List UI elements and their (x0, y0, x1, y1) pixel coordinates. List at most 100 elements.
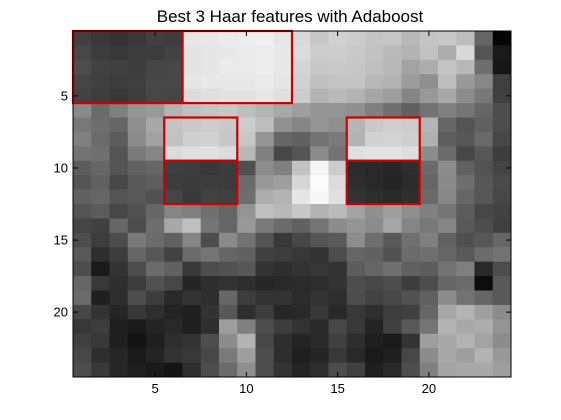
heatmap-cell (474, 88, 494, 104)
heatmap-cell (474, 160, 494, 176)
heatmap-cell (438, 189, 457, 205)
heatmap-cell (292, 247, 311, 263)
heatmap-cell (383, 290, 402, 306)
heatmap-cell (273, 175, 293, 190)
heatmap-cell (383, 117, 402, 133)
heatmap-cell (383, 59, 402, 75)
heatmap-cell (328, 146, 348, 162)
haar-feature-rect (345, 159, 421, 206)
heatmap-cell (438, 218, 457, 234)
heatmap-cell (292, 304, 311, 320)
heatmap-cell (109, 362, 129, 378)
heatmap-cell (164, 304, 183, 320)
heatmap-cell (365, 276, 384, 291)
heatmap-cell (219, 146, 238, 162)
heatmap-cell (146, 146, 165, 162)
heatmap-cell (492, 117, 512, 133)
heatmap-cell (200, 348, 220, 363)
heatmap-cell (182, 276, 202, 291)
heatmap-cell (474, 276, 494, 291)
heatmap-cell (401, 31, 421, 46)
axes-frame (72, 30, 512, 378)
heatmap-cell (273, 276, 293, 291)
heatmap-cell (492, 333, 512, 349)
heatmap-cell (419, 290, 439, 306)
heatmap-cell (200, 333, 220, 349)
heatmap-cell (146, 160, 165, 176)
heatmap-cell (219, 31, 238, 46)
heatmap-cell (456, 103, 475, 118)
heatmap-cell (456, 218, 475, 234)
heatmap-cell (109, 218, 129, 234)
heatmap-cell (273, 45, 293, 61)
heatmap-cell (219, 218, 238, 234)
heatmap-cell (492, 276, 512, 291)
heatmap-cells (73, 31, 512, 378)
heatmap-cell (182, 261, 202, 277)
heatmap-cell (365, 160, 384, 176)
heatmap-cell (401, 59, 421, 75)
heatmap-cell (127, 276, 147, 291)
heatmap-cell (109, 261, 129, 277)
heatmap-cell (182, 362, 202, 378)
heatmap-cell (182, 290, 202, 306)
heatmap-cell (419, 276, 439, 291)
heatmap-cell (255, 45, 275, 61)
heatmap-cell (401, 276, 421, 291)
heatmap-cell (127, 261, 147, 277)
heatmap-cell (73, 232, 92, 248)
heatmap-cell (419, 117, 439, 133)
heatmap-cell (310, 304, 329, 320)
heatmap-cell (492, 146, 512, 162)
heatmap-cell (237, 319, 256, 335)
y-tick-label: 20 (54, 305, 68, 320)
heatmap-cell (365, 31, 384, 46)
heatmap-cell (474, 348, 494, 363)
heatmap-cell (474, 362, 494, 378)
heatmap-cell (200, 261, 220, 277)
heatmap-cell (419, 131, 439, 147)
heatmap-cell (365, 218, 384, 234)
heatmap-cell (310, 146, 329, 162)
heatmap-cell (182, 31, 202, 46)
heatmap-cell (237, 117, 256, 133)
heatmap-cell (164, 189, 183, 205)
heatmap-cell (200, 247, 220, 263)
heatmap-cell (146, 348, 165, 363)
heatmap-cell (419, 175, 439, 190)
heatmap-cell (91, 304, 110, 320)
heatmap-cell (365, 59, 384, 75)
heatmap-cell (200, 59, 220, 75)
y-tick-label: 10 (54, 160, 68, 175)
heatmap-cell (91, 74, 110, 90)
heatmap-cell (328, 103, 348, 118)
heatmap-cell (365, 175, 384, 190)
heatmap-cell (109, 319, 129, 335)
heatmap-cell (346, 175, 366, 190)
heatmap-cell (255, 117, 275, 133)
heatmap-cell (200, 189, 220, 205)
heatmap-cell (219, 204, 238, 219)
heatmap-cell (73, 31, 92, 46)
heatmap-cell (328, 45, 348, 61)
heatmap-cell (346, 276, 366, 291)
heatmap-cell (492, 74, 512, 90)
heatmap-cell (383, 74, 402, 90)
heatmap-cell (127, 160, 147, 176)
heatmap-cell (219, 103, 238, 118)
heatmap-cell (456, 232, 475, 248)
heatmap-cell (401, 103, 421, 118)
heatmap-cell (164, 31, 183, 46)
heatmap-cell (292, 160, 311, 176)
heatmap-cell (456, 333, 475, 349)
heatmap-cell (255, 276, 275, 291)
heatmap-cell (292, 131, 311, 147)
heatmap-cell (73, 45, 92, 61)
heatmap-cell (419, 261, 439, 277)
heatmap-cell (73, 146, 92, 162)
heatmap-cell (383, 247, 402, 263)
heatmap-cell (474, 74, 494, 90)
heatmap-cell (200, 131, 220, 147)
heatmap-cell (182, 247, 202, 263)
heatmap-cell (474, 117, 494, 133)
